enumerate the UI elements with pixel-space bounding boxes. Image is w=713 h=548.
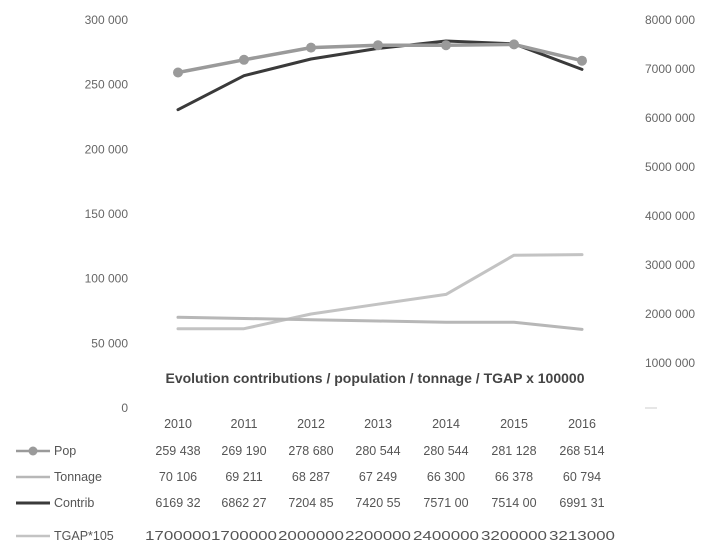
table-cell: 280 544 <box>423 444 468 458</box>
table-cell: 3200000 <box>481 529 547 543</box>
data-point <box>577 55 587 66</box>
table-cell: 7204 85 <box>288 496 333 510</box>
series-line-tonnage <box>176 315 584 331</box>
table-cell: 6862 27 <box>221 496 266 510</box>
right-tick-label: 3000 000 <box>645 258 695 272</box>
category-label: 2016 <box>568 417 596 431</box>
left-tick-label: 50 000 <box>91 336 128 350</box>
data-point <box>373 40 383 51</box>
table-cell: 1700000 <box>145 529 211 543</box>
table-cell: 280 544 <box>355 444 400 458</box>
left-tick-label: 0 <box>121 401 128 415</box>
right-tick-label: 4000 000 <box>645 209 695 223</box>
legend-label: Contrib <box>54 496 94 510</box>
table-cell: 6991 31 <box>559 496 604 510</box>
left-tick-label: 300 000 <box>85 13 129 27</box>
left-tick-label: 150 000 <box>85 207 129 221</box>
table-cell: 70 106 <box>159 470 197 484</box>
series-line-tgap-105 <box>176 253 584 331</box>
table-cell: 2200000 <box>345 529 411 543</box>
table-cell: 2000000 <box>278 529 344 543</box>
table-cell: 278 680 <box>288 444 333 458</box>
data-point <box>173 67 183 78</box>
table-cell: 268 514 <box>559 444 604 458</box>
data-point <box>509 39 519 50</box>
series-line-contrib <box>176 39 584 112</box>
table-cell: 259 438 <box>155 444 200 458</box>
data-point <box>306 42 316 53</box>
series-lines <box>173 39 587 331</box>
table-cell: 7571 00 <box>423 496 468 510</box>
table-cell: 3213000 <box>549 529 615 543</box>
right-tick-label: 6000 000 <box>645 111 695 125</box>
table-cell: 6169 32 <box>155 496 200 510</box>
table-cell: 60 794 <box>563 470 601 484</box>
table-cell: 1700000 <box>211 529 277 543</box>
table-cell: 7514 00 <box>491 496 536 510</box>
left-tick-label: 200 000 <box>85 142 129 156</box>
chart-title: Evolution contributions / population / t… <box>165 370 584 386</box>
category-label: 2012 <box>297 417 325 431</box>
table-cell: 66 300 <box>427 470 465 484</box>
table-cell: 68 287 <box>292 470 330 484</box>
data-point <box>239 54 249 65</box>
table-cell: 66 378 <box>495 470 533 484</box>
right-tick-label: 2000 000 <box>645 307 695 321</box>
data-table: 2010 2011 2012 2013 2014 2015 2016 Pop 259 438 26… <box>16 417 615 543</box>
legend-label: TGAP*105 <box>54 529 114 543</box>
right-tick-label: 5000 000 <box>645 160 695 174</box>
legend-label: Pop <box>54 444 76 458</box>
left-tick-label: 100 000 <box>85 272 129 286</box>
legend-marker <box>28 446 38 456</box>
table-cell: 67 249 <box>359 470 397 484</box>
left-axis-ticks: 0 50 000 100 000 150 000 200 000 250 000 300 0… <box>85 13 129 415</box>
category-label: 2011 <box>231 417 258 431</box>
right-tick-label: 8000 000 <box>645 13 695 27</box>
table-cell: 269 190 <box>221 444 266 458</box>
category-label: 2010 <box>164 417 192 431</box>
table-cell: 2400000 <box>413 529 479 543</box>
table-cell: 281 128 <box>491 444 536 458</box>
category-label: 2014 <box>432 417 460 431</box>
data-point <box>441 40 451 51</box>
right-tick-label: 7000 000 <box>645 62 695 76</box>
right-tick-label: 1000 000 <box>645 356 695 370</box>
legend-label: Tonnage <box>54 470 102 484</box>
table-cell: 69 211 <box>225 470 262 484</box>
category-label: 2013 <box>364 417 392 431</box>
table-cell: 7420 55 <box>355 496 400 510</box>
right-axis-ticks: 1000 000 2000 000 3000 000 4000 000 5000 000… <box>645 13 695 370</box>
left-tick-label: 250 000 <box>85 78 129 92</box>
category-label: 2015 <box>500 417 528 431</box>
